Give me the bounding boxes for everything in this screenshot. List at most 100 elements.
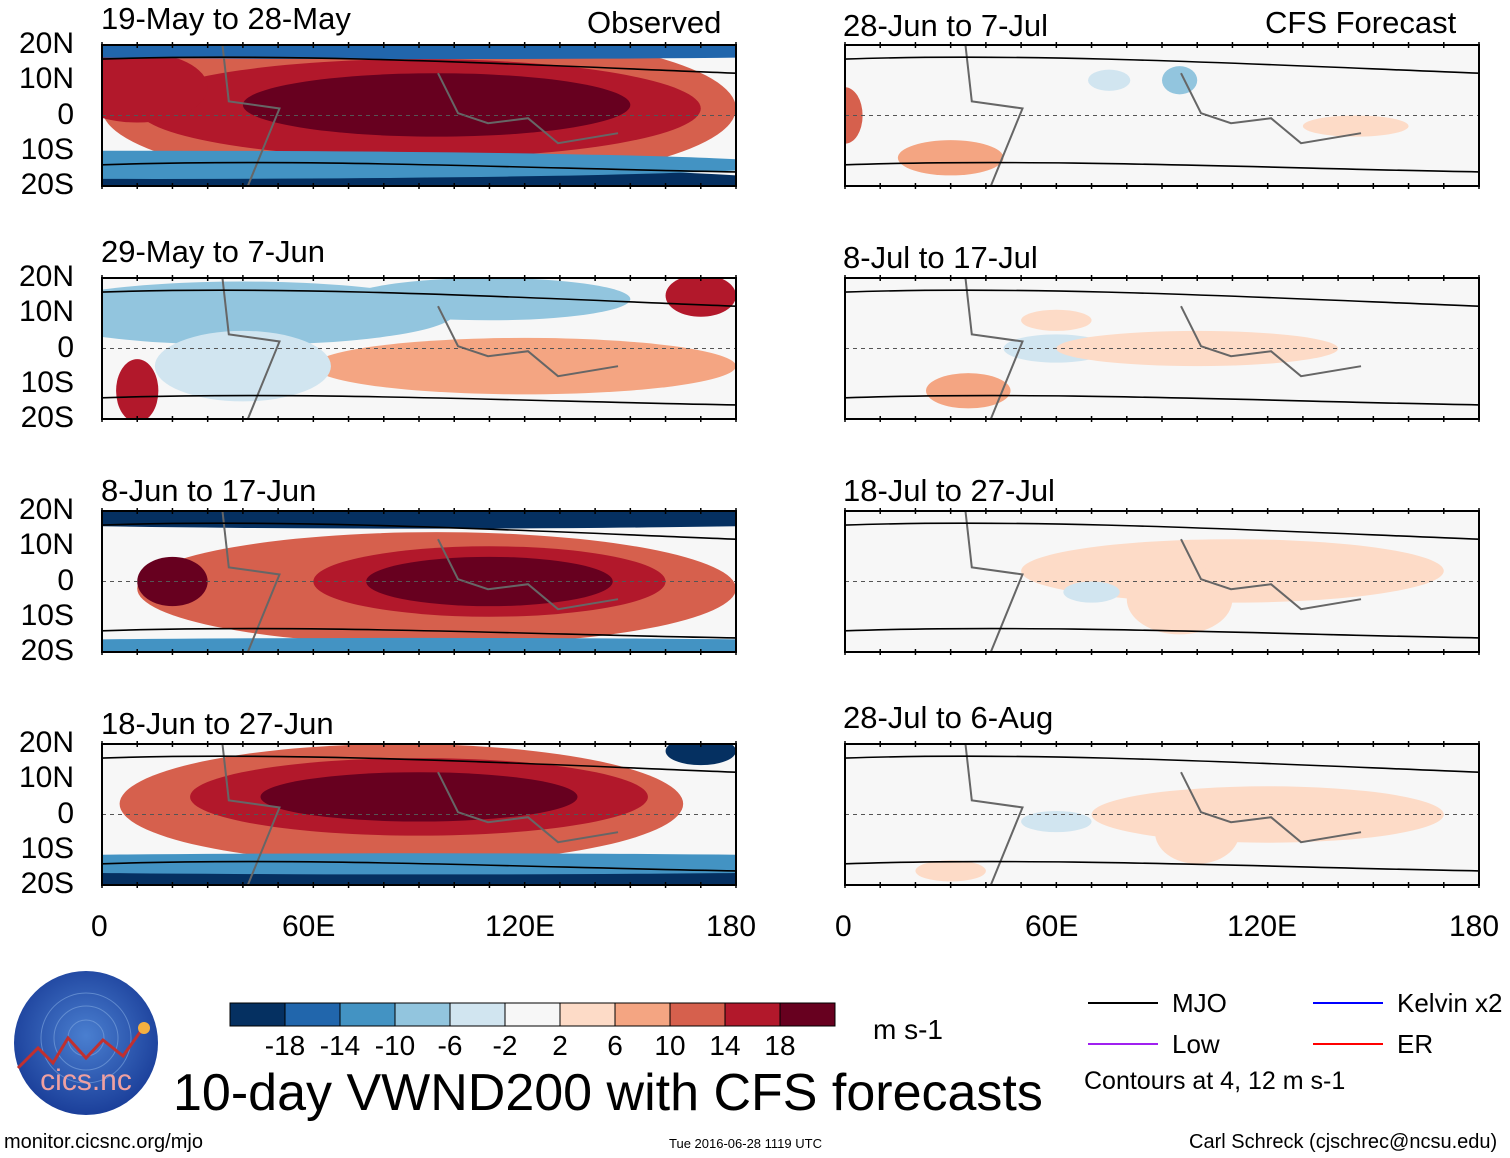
colorbar-tick-label: 2	[552, 1030, 568, 1061]
mjo-contour	[845, 522, 1479, 540]
anomaly-shade	[1126, 563, 1233, 635]
mjo-contour	[845, 289, 1479, 307]
colorbar-tick-label: 18	[764, 1030, 795, 1061]
x-tick-label: 180	[706, 910, 757, 943]
coastline	[437, 538, 619, 611]
mjo-contour	[102, 56, 736, 74]
panel-title: 8-Jul to 17-Jul	[843, 240, 1038, 275]
x-tick-label: 120E	[485, 910, 556, 943]
mjo-contour	[102, 860, 736, 872]
panel-title: 28-Jul to 6-Aug	[843, 700, 1054, 735]
map-panel	[101, 508, 737, 655]
colorbar-tick-label: -10	[375, 1030, 415, 1061]
y-tick-label: 20N	[18, 726, 74, 759]
anomaly-shade	[1162, 66, 1198, 95]
y-tick-label: 10N	[18, 528, 74, 562]
mjo-contour	[845, 627, 1479, 639]
mjo-contour	[102, 161, 736, 173]
colorbar-tick-label: 10	[654, 1030, 685, 1061]
anomaly-shade	[313, 337, 736, 395]
coastline	[964, 511, 1024, 652]
y-tick-label: 10S	[20, 831, 74, 865]
legend-line	[1088, 1043, 1158, 1045]
y-tick-label: 20N	[18, 493, 74, 526]
coastline	[437, 72, 619, 145]
anomaly-shade	[260, 772, 578, 822]
anomaly-shade	[102, 511, 736, 529]
colorbar-swatch	[614, 1002, 671, 1027]
figure-title: 10-day VWND200 with CFS forecasts	[173, 1064, 1043, 1122]
panel-title: 18-Jul to 27-Jul	[843, 473, 1055, 508]
mjo-contour	[845, 860, 1479, 872]
colorbar-swatch	[669, 1002, 726, 1027]
colorbar-tick-label: -14	[320, 1030, 360, 1061]
y-tick-label: 20N	[18, 27, 74, 60]
anomaly-shade	[102, 637, 736, 652]
colorbar-tick-label: 6	[607, 1030, 623, 1061]
colorbar-tick-label: -6	[438, 1030, 463, 1061]
coastline	[1180, 72, 1362, 145]
y-tick-label: 20S	[20, 401, 74, 434]
x-tick-label: 180	[1449, 910, 1500, 943]
coastline	[437, 305, 619, 378]
coastline	[221, 511, 281, 652]
mjo-contour	[102, 289, 736, 307]
anomaly-shade	[348, 278, 631, 321]
contour-note: Contours at 4, 12 m s-1	[1084, 1067, 1346, 1095]
forecast-label: CFS Forecast	[1265, 5, 1457, 40]
x-tick-label: 60E	[1025, 910, 1079, 943]
anomaly-shade	[137, 556, 208, 607]
logo-text: cics.nc	[40, 1064, 132, 1097]
anomaly-shade	[102, 52, 208, 123]
anomaly-shade	[1088, 69, 1131, 91]
y-tick-label: 0	[57, 563, 74, 597]
anomaly-shade	[1021, 810, 1092, 833]
map-panel	[101, 275, 737, 422]
y-tick-label: 10N	[18, 62, 74, 96]
y-tick-label: 10S	[20, 132, 74, 166]
anomaly-shade	[665, 744, 736, 766]
map-panel	[844, 275, 1480, 422]
map-panel	[101, 42, 737, 189]
coastline	[1180, 538, 1362, 611]
anomaly-shade	[242, 73, 631, 137]
anomaly-shade	[102, 45, 736, 60]
x-tick-label: 60E	[282, 910, 336, 943]
legend-label: ER	[1397, 1029, 1434, 1059]
coastline	[964, 744, 1024, 885]
panel-title: 18-Jun to 27-Jun	[101, 706, 334, 741]
colorbar-swatch	[339, 1002, 396, 1027]
coastline	[1180, 305, 1362, 378]
y-tick-label: 20N	[18, 260, 74, 293]
footer-author: Carl Schreck (cjschrec@ncsu.edu)	[1189, 1131, 1498, 1153]
panel-title: 8-Jun to 17-Jun	[101, 473, 317, 508]
mjo-contour	[102, 522, 736, 540]
anomaly-shade	[897, 140, 1004, 176]
coastline	[964, 45, 1024, 186]
y-tick-label: 0	[57, 97, 74, 131]
mjo-contour	[845, 56, 1479, 74]
coastline	[964, 278, 1024, 419]
anomaly-shade	[915, 860, 986, 882]
panel-title: 28-Jun to 7-Jul	[843, 8, 1049, 43]
colorbar-swatch	[724, 1002, 781, 1027]
colorbar-swatch	[449, 1002, 506, 1027]
anomaly-shade	[116, 359, 159, 419]
panel-title: 29-May to 7-Jun	[101, 234, 325, 269]
map-panel	[101, 741, 737, 888]
legend-label: Low	[1172, 1029, 1220, 1059]
map-panel	[844, 508, 1480, 655]
anomaly-shade	[1021, 309, 1092, 331]
colorbar-swatch	[284, 1002, 341, 1027]
anomaly-shade	[1154, 800, 1240, 864]
colorbar-swatch	[779, 1002, 836, 1027]
y-tick-label: 20S	[20, 168, 74, 201]
mjo-contour	[845, 394, 1479, 406]
observed-label: Observed	[587, 5, 722, 40]
coastline	[221, 45, 281, 186]
cics-logo: cics.nc	[14, 971, 158, 1115]
anomaly-shade	[154, 330, 331, 402]
footer-url[interactable]: monitor.cicsnc.org/mjo	[4, 1131, 203, 1153]
anomaly-shade	[1302, 115, 1409, 137]
